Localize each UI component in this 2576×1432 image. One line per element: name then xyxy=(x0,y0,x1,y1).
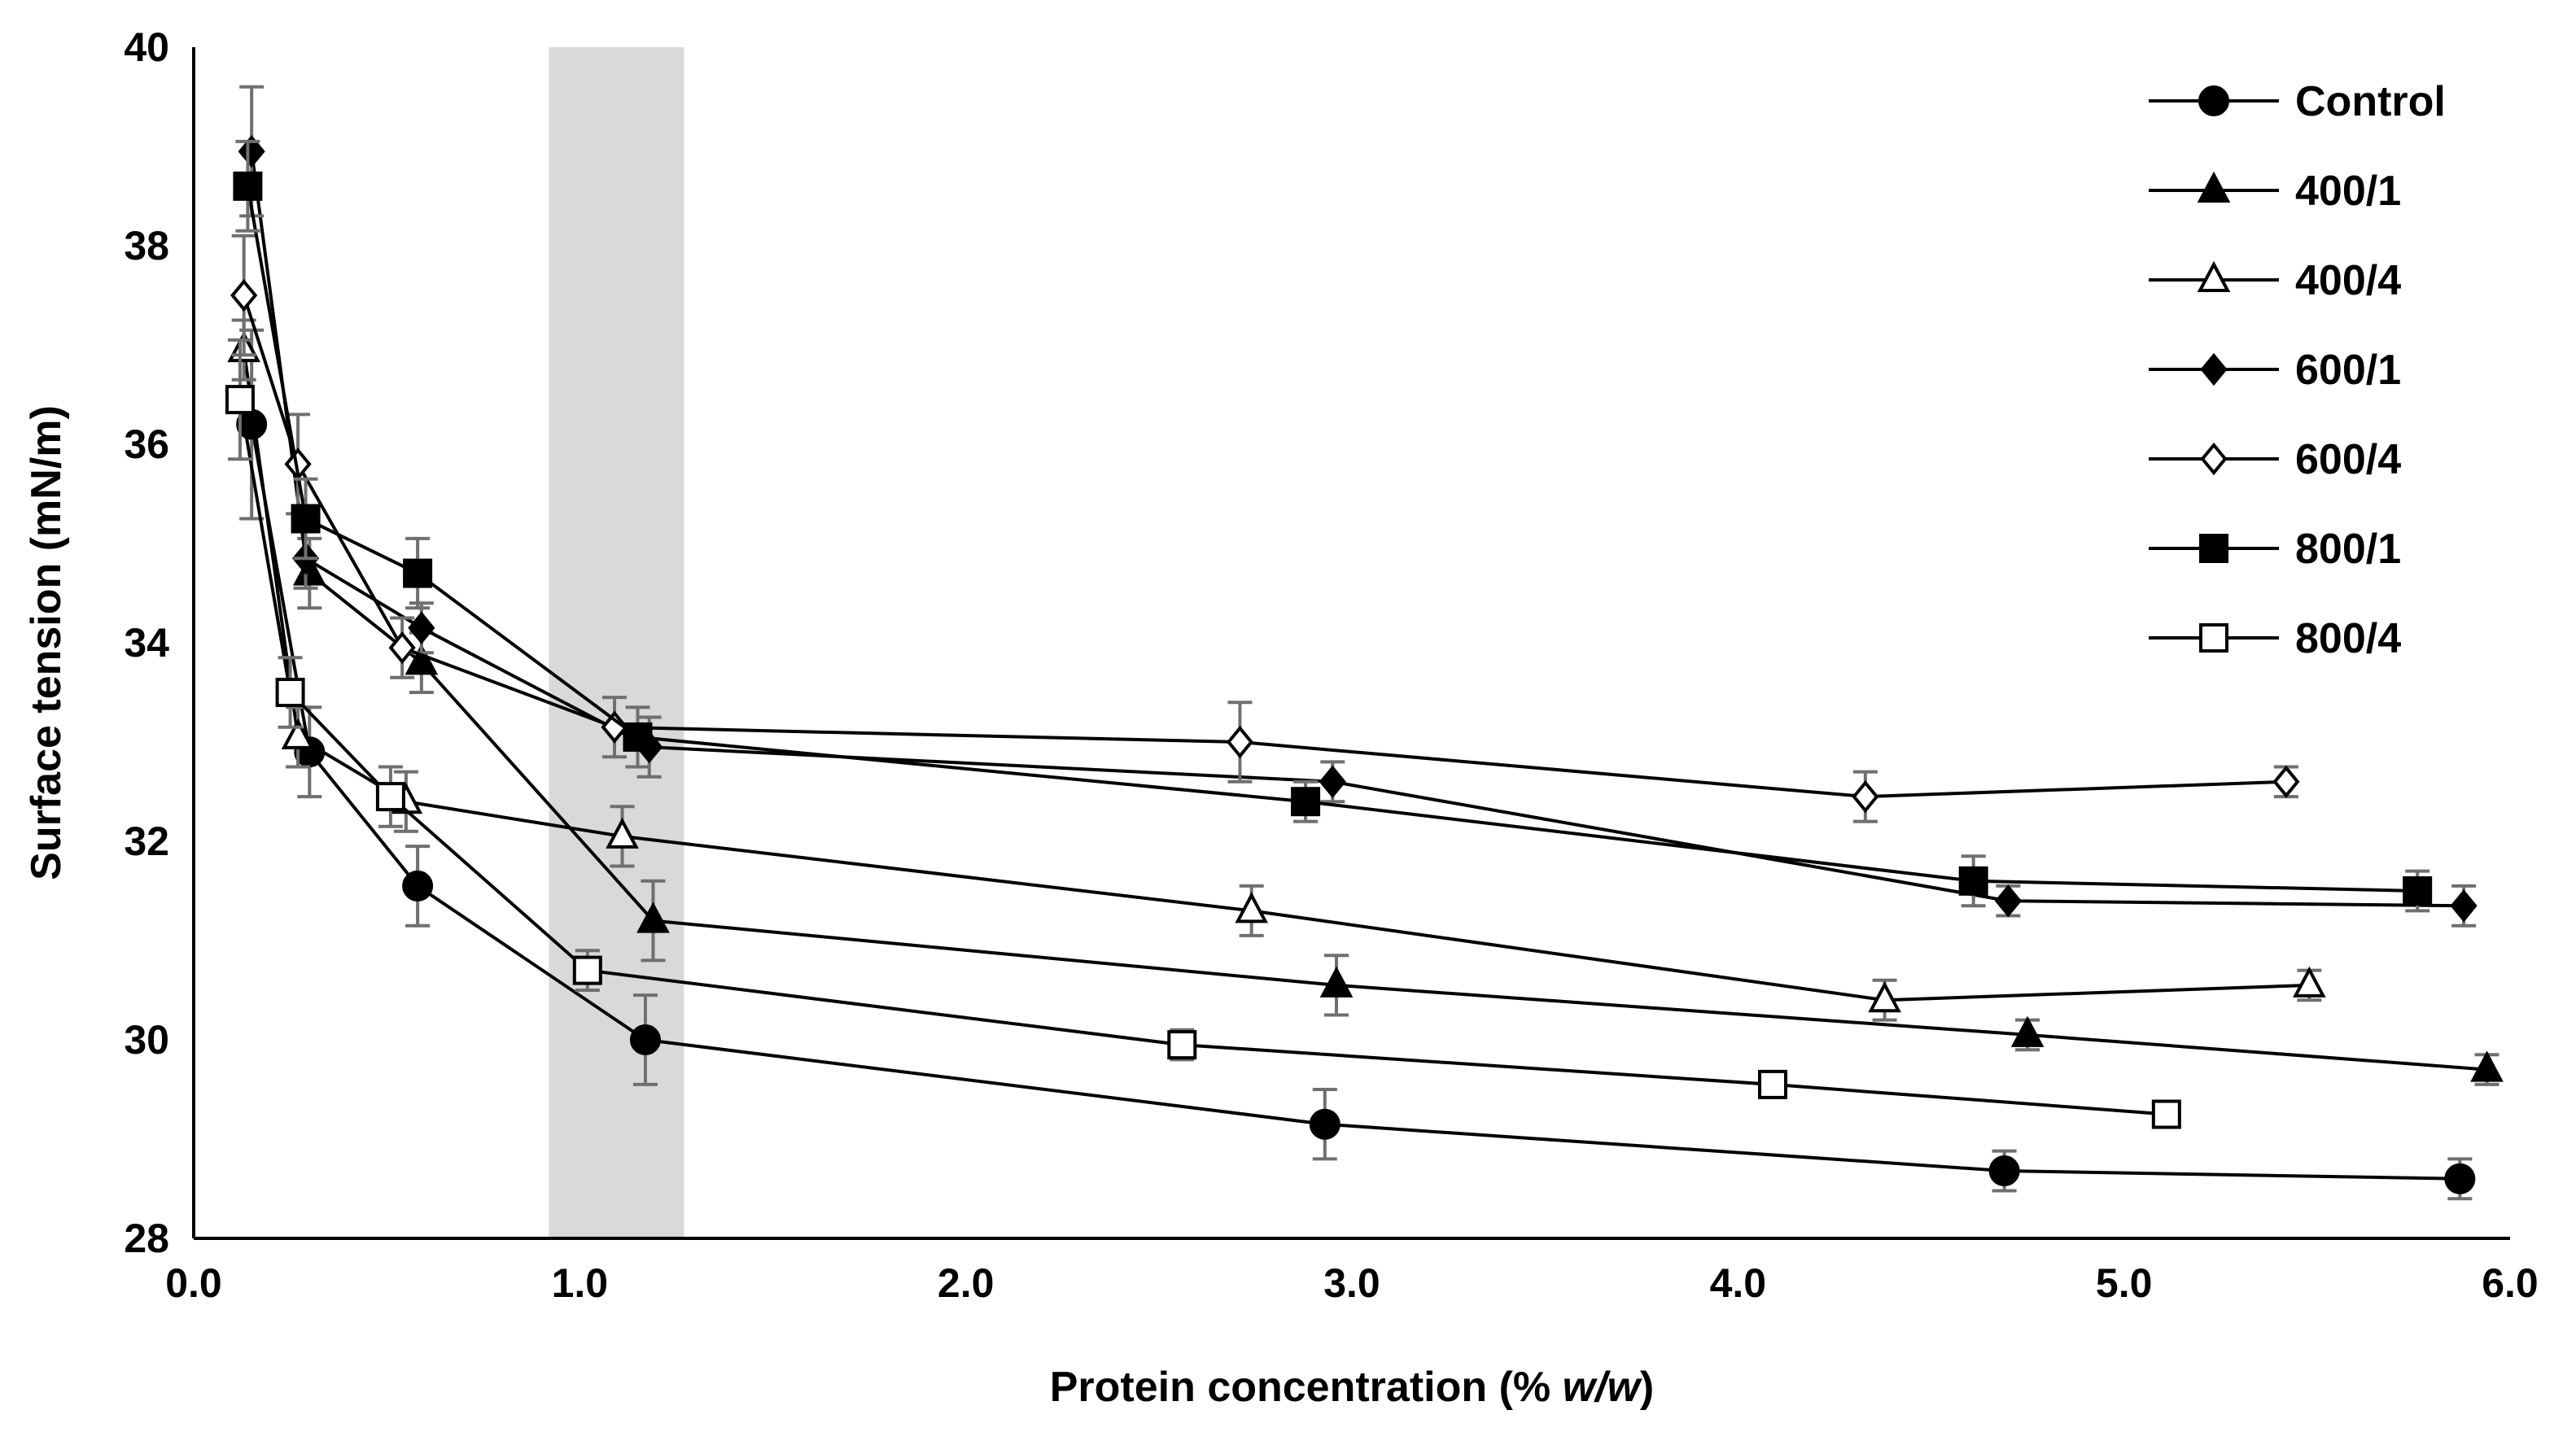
legend-marker xyxy=(2199,534,2228,563)
legend-marker xyxy=(2198,85,2229,116)
x-tick-label: 1.0 xyxy=(552,1260,609,1306)
legend-item-control: Control xyxy=(2149,78,2446,125)
data-point xyxy=(1958,866,1988,896)
legend-label: 800/1 xyxy=(2295,526,2401,573)
legend-label: 400/4 xyxy=(2295,257,2401,304)
data-point xyxy=(1235,892,1269,923)
legend-marker xyxy=(2199,623,2228,653)
y-tick-label: 36 xyxy=(124,421,169,467)
data-point xyxy=(606,817,639,849)
data-point xyxy=(1758,1069,1788,1099)
legend-label: Control xyxy=(2295,78,2446,125)
data-point xyxy=(623,722,653,752)
legend-marker xyxy=(2197,171,2231,203)
data-point xyxy=(2470,1050,2504,1082)
y-tick-label: 32 xyxy=(124,819,169,864)
data-point xyxy=(2272,765,2300,798)
legend-marker xyxy=(2197,260,2231,292)
data-point xyxy=(291,504,321,534)
data-point xyxy=(1167,1030,1197,1060)
y-axis-title: Surface tension (mN/m) xyxy=(23,405,70,880)
y-tick-label: 34 xyxy=(124,620,169,666)
x-tick-label: 6.0 xyxy=(2482,1260,2539,1306)
data-point xyxy=(1868,980,1901,1013)
data-point xyxy=(1226,725,1254,759)
data-point xyxy=(1319,765,1346,798)
legend-label: 800/4 xyxy=(2295,615,2401,662)
legend-item-400-1: 400/1 xyxy=(2149,168,2401,215)
series-400-4 xyxy=(227,318,2326,1022)
x-tick-label: 0.0 xyxy=(165,1260,222,1306)
data-point xyxy=(403,558,433,588)
series-800-1 xyxy=(233,139,2433,913)
legend-label: 600/1 xyxy=(2295,347,2401,394)
y-tick-label: 40 xyxy=(124,24,169,70)
legend-item-800-1: 800/1 xyxy=(2149,526,2401,573)
data-point xyxy=(233,171,263,201)
legend: Control 400/1 400/4 600/1 600/4 800/1 800/4 xyxy=(2149,78,2446,662)
x-tick-label: 5.0 xyxy=(2096,1260,2153,1306)
data-point xyxy=(2450,889,2478,923)
data-point xyxy=(1994,884,2022,918)
legend-item-600-4: 600/4 xyxy=(2149,436,2401,483)
legend-marker xyxy=(2200,442,2228,476)
y-tick-label: 38 xyxy=(124,223,169,268)
data-point xyxy=(225,385,255,415)
data-point xyxy=(1852,779,1879,814)
legend-marker xyxy=(2200,352,2228,386)
legend-item-600-1: 600/1 xyxy=(2149,347,2401,394)
data-point xyxy=(601,710,628,744)
data-point xyxy=(230,278,258,312)
data-point xyxy=(388,631,416,665)
x-tick-label: 2.0 xyxy=(938,1260,995,1306)
shaded-region xyxy=(549,47,684,1238)
x-tick-label: 4.0 xyxy=(1710,1260,1767,1306)
legend-label: 400/1 xyxy=(2295,168,2401,215)
data-point xyxy=(281,718,315,749)
legend-item-800-4: 800/4 xyxy=(2149,615,2401,662)
data-point xyxy=(2403,876,2433,906)
data-point xyxy=(375,782,405,812)
data-point xyxy=(1988,1155,2020,1187)
legend-item-400-4: 400/4 xyxy=(2149,257,2401,304)
data-point xyxy=(629,1024,661,1055)
data-point xyxy=(408,611,435,644)
x-tick-label: 3.0 xyxy=(1323,1260,1380,1306)
data-point xyxy=(275,678,305,707)
data-point xyxy=(402,870,434,902)
data-point xyxy=(1291,787,1321,817)
y-tick-label: 28 xyxy=(124,1216,169,1261)
data-point xyxy=(1309,1108,1340,1140)
x-axis-title: Protein concentration (% w/w) xyxy=(1050,1364,1655,1411)
data-point xyxy=(238,134,265,168)
data-point xyxy=(572,955,602,985)
series-600-4 xyxy=(230,234,2300,823)
data-point xyxy=(405,644,439,675)
legend-label: 600/4 xyxy=(2295,436,2401,483)
data-point xyxy=(2010,1015,2045,1047)
data-point xyxy=(636,902,670,933)
data-point xyxy=(1319,966,1354,998)
data-point xyxy=(2293,966,2326,998)
series-800-4 xyxy=(225,338,2181,1129)
data-point xyxy=(2444,1163,2476,1194)
y-tick-label: 30 xyxy=(124,1017,169,1063)
data-point xyxy=(2151,1099,2181,1129)
